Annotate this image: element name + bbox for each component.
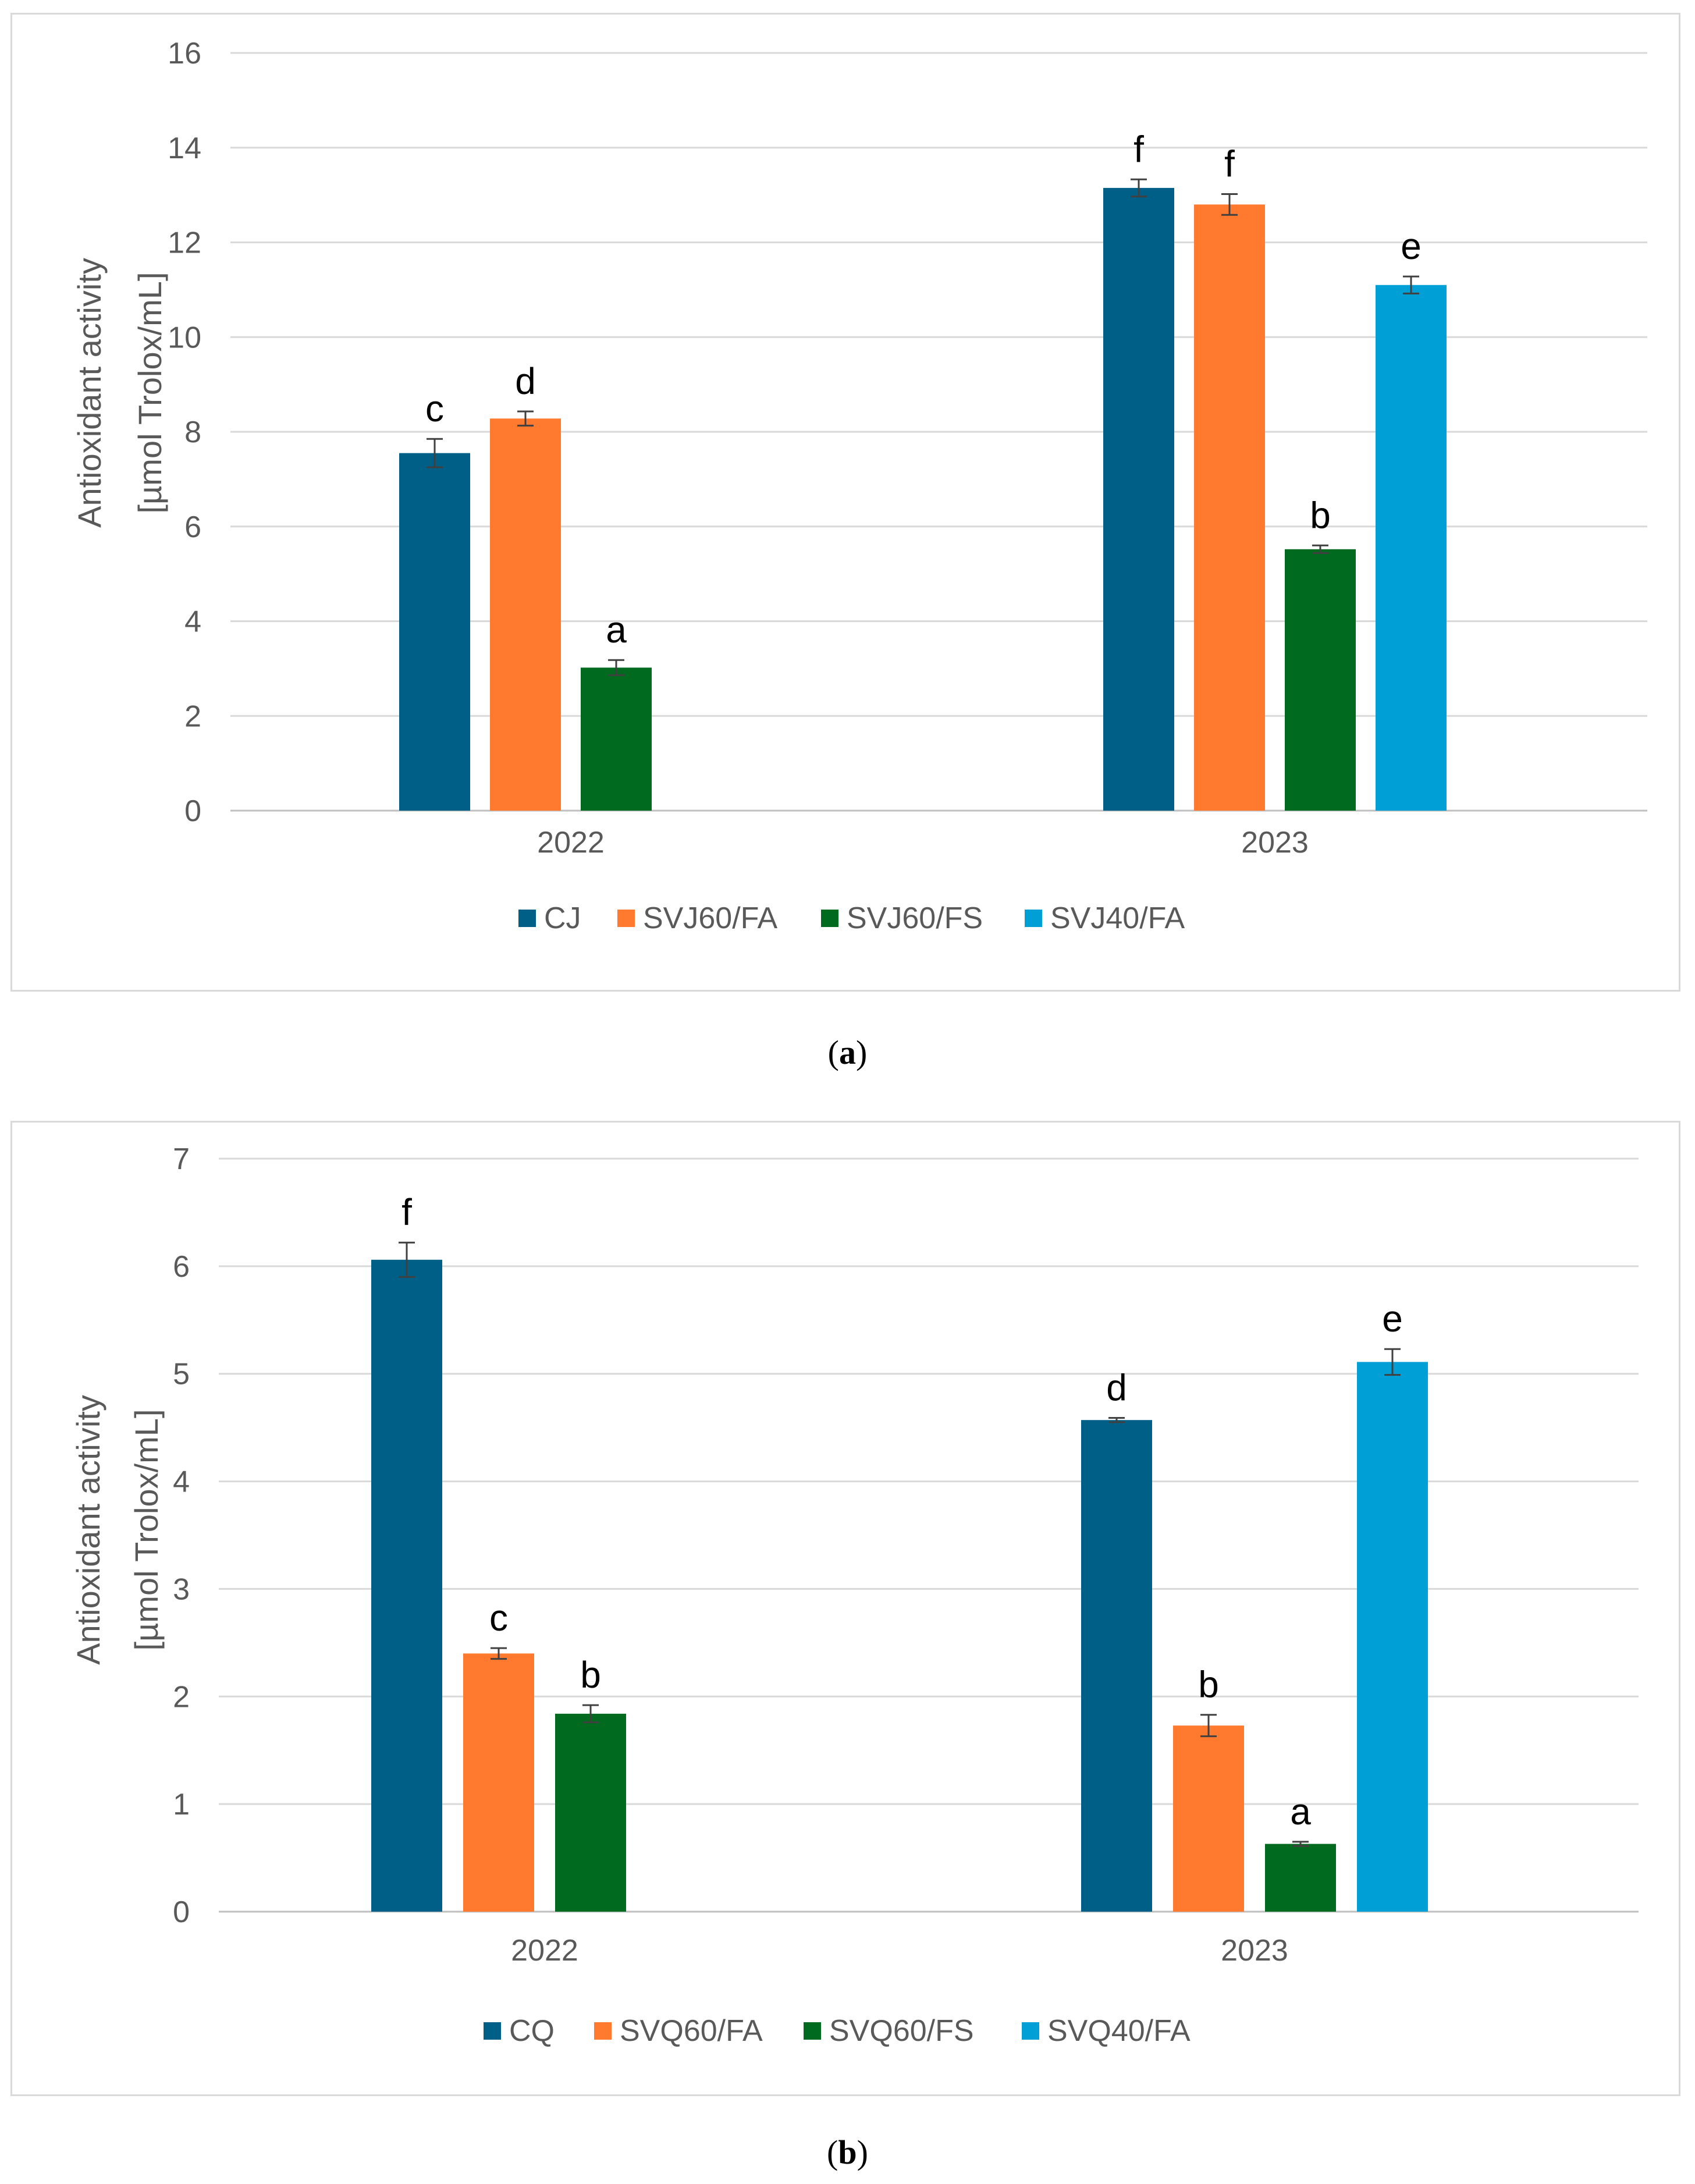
y-tick-label: 8 xyxy=(184,416,201,449)
bar xyxy=(1103,187,1174,811)
significance-letter: b xyxy=(1198,1664,1219,1706)
bar xyxy=(1357,1362,1428,1912)
y-axis-label-line: [µmol Trolox/mL] xyxy=(132,272,168,513)
y-axis-label-line: Antioxidant activity xyxy=(71,258,108,528)
bar xyxy=(463,1653,534,1912)
significance-letter: f xyxy=(401,1191,412,1233)
y-tick-label: 4 xyxy=(184,605,201,639)
y-tick-label: 3 xyxy=(173,1572,190,1606)
legend-label: SVQ60/FS xyxy=(829,2014,974,2048)
y-tick-label: 6 xyxy=(184,510,201,544)
legend-swatch xyxy=(617,910,635,927)
y-tick-label: 2 xyxy=(173,1680,190,1714)
significance-letter: c xyxy=(489,1597,508,1639)
legend-swatch xyxy=(484,2022,501,2040)
legend-label: SVQ60/FA xyxy=(620,2014,763,2048)
x-category-label: 2023 xyxy=(1221,1934,1288,1968)
y-tick-label: 6 xyxy=(173,1250,190,1284)
caption-b: (b) xyxy=(827,2133,868,2171)
bar xyxy=(371,1259,442,1912)
legend-swatch xyxy=(821,910,838,927)
y-tick-label: 0 xyxy=(184,794,201,828)
y-tick-label: 7 xyxy=(173,1142,190,1176)
significance-letter: a xyxy=(1290,1791,1311,1833)
y-tick-label: 4 xyxy=(173,1465,190,1499)
chart-panel-b: 0 1 2 3 4 5 6 7 Antioxidant activity [µmol Trolox… xyxy=(10,1121,1680,2096)
x-category-label: 2022 xyxy=(511,1934,578,1968)
significance-letter: d xyxy=(515,360,536,402)
significance-letter: f xyxy=(1133,128,1144,170)
bar xyxy=(1285,549,1356,811)
legend-label: CJ xyxy=(544,901,581,935)
significance-letter: f xyxy=(1224,143,1235,184)
legend-swatch xyxy=(518,910,536,927)
y-tick-label: 0 xyxy=(173,1895,190,1929)
significance-letter: e xyxy=(1401,225,1422,267)
bar xyxy=(555,1713,626,1912)
y-tick-label: 5 xyxy=(173,1358,190,1391)
y-tick-label: 1 xyxy=(173,1788,190,1821)
legend-label: SVJ40/FA xyxy=(1050,901,1185,935)
legend-label: SVJ60/FA xyxy=(643,901,778,935)
x-category-label: 2023 xyxy=(1241,826,1309,860)
legend-label: SVQ40/FA xyxy=(1047,2014,1191,2048)
significance-letter: b xyxy=(1310,494,1331,536)
y-axis-label-line: Antioxidant activity xyxy=(70,1395,106,1665)
legend-swatch xyxy=(1025,910,1042,927)
bar xyxy=(581,667,652,811)
bar xyxy=(1194,204,1265,811)
y-tick-label: 14 xyxy=(168,132,201,165)
x-category-label: 2022 xyxy=(537,826,605,860)
y-tick-label: 16 xyxy=(168,37,201,70)
y-axis-label-line: [µmol Trolox/mL] xyxy=(128,1409,165,1650)
bar xyxy=(490,418,561,811)
significance-letter: c xyxy=(425,388,444,429)
y-axis-label: Antioxidant activity [µmol Trolox/mL] xyxy=(70,1395,165,1665)
y-tick-label: 12 xyxy=(168,226,201,260)
legend-swatch xyxy=(804,2022,821,2040)
bar xyxy=(1376,285,1447,811)
significance-letter: d xyxy=(1106,1367,1127,1409)
y-tick-label: 10 xyxy=(168,321,201,354)
caption-a: (a) xyxy=(827,1034,868,1071)
bar xyxy=(399,453,470,811)
legend-swatch xyxy=(594,2022,612,2040)
significance-letter: e xyxy=(1382,1298,1403,1340)
chart-panel-a: 0 2 4 6 8 10 12 14 16 Antioxidant activity [µmol T… xyxy=(10,13,1680,992)
y-tick-label: 2 xyxy=(184,699,201,733)
bar xyxy=(1173,1725,1244,1912)
bar xyxy=(1081,1420,1152,1912)
y-axis-label: Antioxidant activity [µmol Trolox/mL] xyxy=(71,258,168,528)
legend-swatch xyxy=(1022,2022,1039,2040)
significance-letter: a xyxy=(606,609,627,651)
chart-a-svg: 0 2 4 6 8 10 12 14 16 Antioxidant activity [µmol T… xyxy=(71,37,1647,935)
chart-b-svg: 0 1 2 3 4 5 6 7 Antioxidant activity [µmol Trolox… xyxy=(70,1142,1639,2048)
significance-letter: b xyxy=(580,1654,601,1696)
legend-label: CQ xyxy=(509,2014,555,2048)
bar xyxy=(1265,1844,1336,1912)
legend-label: SVJ60/FS xyxy=(847,901,983,935)
